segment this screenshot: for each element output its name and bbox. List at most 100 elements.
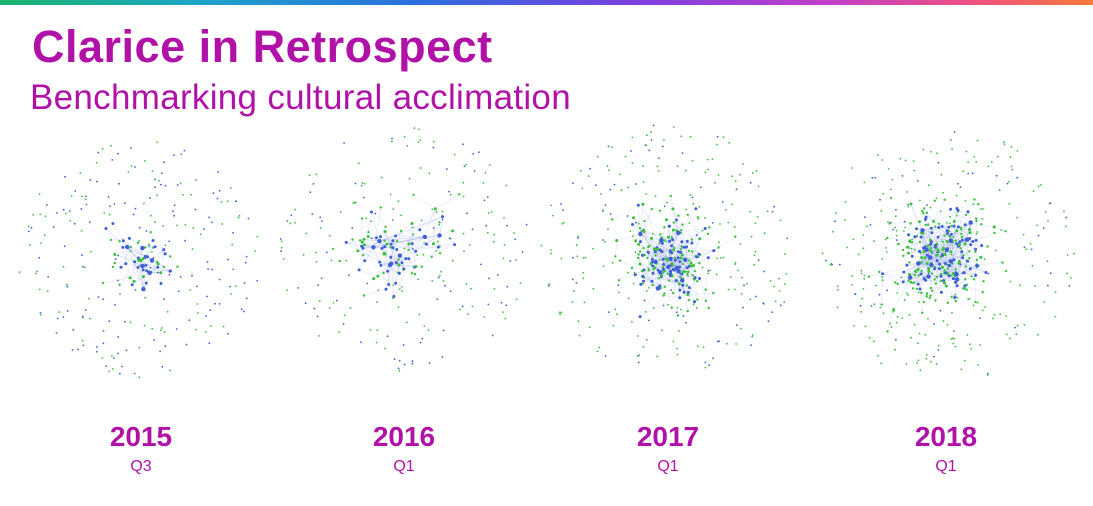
graph-node <box>700 186 702 189</box>
graph-node <box>926 354 928 356</box>
graph-node <box>39 314 42 316</box>
graph-node <box>379 235 382 239</box>
graph-node <box>892 228 894 231</box>
graph-node <box>861 297 864 300</box>
graph-node <box>693 301 696 304</box>
graph-node <box>955 242 959 246</box>
graph-node <box>962 271 966 275</box>
graph-node <box>149 258 155 263</box>
graph-node <box>935 253 938 257</box>
graph-node <box>854 293 857 295</box>
graph-node <box>834 220 836 223</box>
graph-node <box>382 271 385 275</box>
graph-node <box>935 254 937 256</box>
graph-node <box>900 276 903 279</box>
graph-node <box>950 338 953 340</box>
graph-node <box>1016 176 1019 179</box>
graph-node <box>151 327 154 330</box>
graph-node <box>377 289 380 292</box>
graph-node <box>136 258 140 262</box>
graph-node <box>935 259 939 262</box>
graph-node <box>85 198 87 201</box>
graph-node <box>966 210 970 214</box>
graph-node <box>154 178 156 181</box>
graph-node <box>643 253 646 257</box>
graph-node <box>923 256 927 260</box>
graph-node <box>926 274 931 279</box>
graph-node <box>731 203 734 206</box>
graph-node <box>367 230 370 234</box>
graph-node <box>913 281 916 284</box>
graph-node <box>896 282 899 286</box>
graph-node <box>963 242 967 246</box>
graph-node <box>638 250 642 253</box>
graph-node <box>916 268 920 272</box>
graph-node <box>831 263 833 266</box>
graph-node <box>631 235 634 238</box>
graph-node <box>892 308 896 312</box>
graph-node <box>648 244 651 247</box>
graph-node <box>453 153 456 156</box>
graph-node <box>646 250 650 254</box>
graph-node <box>685 284 689 287</box>
graph-node <box>149 231 152 234</box>
graph-node <box>505 184 508 187</box>
graph-node <box>944 271 948 275</box>
graph-node <box>975 217 978 220</box>
graph-node <box>318 300 321 303</box>
graph-node <box>993 313 996 316</box>
graph-node <box>129 321 132 324</box>
graph-node <box>132 213 135 216</box>
graph-node <box>400 261 404 265</box>
graph-node <box>108 370 111 373</box>
graph-node <box>483 316 486 318</box>
graph-node <box>66 310 69 312</box>
graph-node <box>763 303 765 305</box>
graph-node <box>480 263 482 266</box>
graph-node <box>886 236 889 240</box>
graph-node <box>937 349 940 351</box>
graph-node <box>951 277 955 281</box>
graph-node <box>1011 168 1014 171</box>
graph-node <box>742 163 744 165</box>
graph-node <box>693 269 696 273</box>
graph-node <box>124 262 128 266</box>
graph-node <box>836 306 839 309</box>
graph-node <box>513 232 515 235</box>
graph-node <box>947 263 951 267</box>
graph-node <box>951 337 954 339</box>
graph-node <box>153 245 157 249</box>
graph-node <box>727 288 730 291</box>
graph-node <box>972 203 975 206</box>
graph-node <box>868 336 871 339</box>
graph-node <box>964 237 969 242</box>
graph-node <box>668 239 671 243</box>
graph-node <box>38 288 41 291</box>
graph-node <box>328 234 331 237</box>
graph-node <box>926 244 930 248</box>
graph-node <box>957 182 959 185</box>
graph-node <box>386 269 389 273</box>
graph-node <box>927 269 931 273</box>
graph-node <box>1066 272 1068 275</box>
graph-node <box>949 250 953 254</box>
graph-node <box>669 224 671 227</box>
graph-node <box>144 281 148 285</box>
graph-node <box>81 316 84 319</box>
graph-node <box>682 277 684 279</box>
graph-node <box>130 283 134 287</box>
graph-node <box>779 304 782 307</box>
graph-node <box>58 311 60 313</box>
graph-node <box>963 359 966 362</box>
graph-node <box>894 281 897 284</box>
graph-node <box>97 296 100 298</box>
graph-node <box>685 266 689 270</box>
graph-node <box>925 295 928 298</box>
graph-node <box>88 297 90 300</box>
graph-node <box>435 211 438 214</box>
graph-node <box>146 255 149 259</box>
graph-node <box>472 153 474 155</box>
graph-node <box>1073 252 1075 255</box>
graph-node <box>948 234 952 237</box>
graph-node <box>419 341 422 344</box>
